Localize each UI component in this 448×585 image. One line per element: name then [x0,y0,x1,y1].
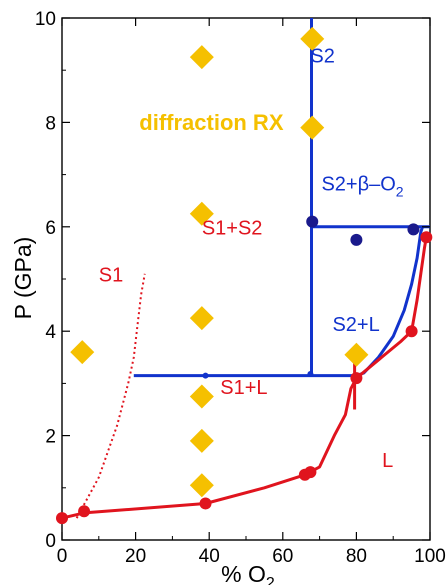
diffraction-point [189,473,214,498]
region-label: S2+L [332,314,379,336]
region-label: S2+β–O2 [321,173,403,199]
region-label: S1+S2 [202,218,263,240]
x-axis-title-main: % O [221,561,266,585]
boundary-dot [307,371,314,378]
data-point [420,231,433,244]
x-tick-label: 60 [272,546,293,567]
axis-ticks: 0 20 40 60 80 100 0 2 4 6 8 10 [35,9,446,567]
y-tick-label: 6 [45,218,56,239]
diffraction-point [189,201,214,226]
y-tick-label: 2 [45,427,56,448]
region-label-text: S1+L [220,377,267,399]
region-label-text: S2 [310,45,334,67]
x-axis-title-subscript: 2 [266,575,275,585]
y-tick-label: 8 [45,113,56,134]
boundary-line-4 [75,273,146,519]
data-point [56,512,68,525]
y-tick-label: 0 [45,531,56,552]
y-tick-label: 4 [45,322,56,343]
region-label: S1+L [220,377,267,399]
data-point [304,466,317,479]
x-tick-label: 40 [199,546,220,567]
diffraction-point [70,340,95,365]
region-label-text: S2+β–O [321,173,395,195]
region-label-text: L [382,450,393,472]
chart-marks: S2 diffraction RX S2+β–O2 S1+S2 S1 S2+L S1+L L [56,18,433,525]
region-label-text: S2+L [332,314,379,336]
region-label-text: diffraction RX [139,110,284,135]
x-tick-label: 0 [57,546,68,567]
data-point [199,497,212,510]
boundary-dot [202,372,209,379]
diffraction-point [344,342,369,367]
data-point [350,233,363,246]
region-label-text: S1+S2 [202,218,263,240]
diffraction-point [189,45,214,70]
x-tick-label: 20 [125,546,146,567]
region-label-text: S1 [99,265,123,287]
region-label: L [382,450,393,472]
diffraction-point [189,428,214,453]
data-point [78,505,91,518]
data-point [405,325,418,338]
region-label: diffraction RX [139,110,284,135]
data-point [350,372,363,385]
boundary-line-3 [61,236,428,520]
region-label: S1 [99,265,123,287]
boundary-line-1 [133,226,425,378]
diffraction-point [300,26,325,51]
diffraction-point [189,306,214,331]
data-point [306,215,319,228]
region-label-subscript: 2 [396,183,404,199]
diffraction-point [300,115,325,140]
y-axis-title: P (GPa) [10,237,36,320]
y-tick-label: 10 [35,9,56,30]
data-point [407,223,420,236]
diffraction-point [189,384,214,409]
region-label: S2 [310,45,334,67]
x-axis-title: % O2 [221,561,275,585]
x-tick-label: 100 [414,546,446,567]
x-tick-label: 80 [346,546,367,567]
